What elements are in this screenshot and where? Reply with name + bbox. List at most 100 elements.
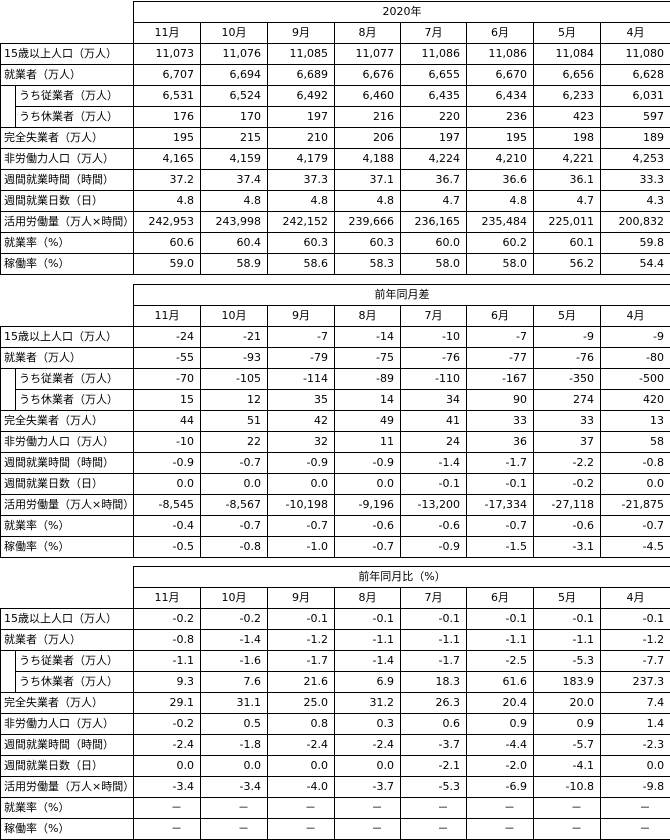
value-cell: -2.4 (334, 734, 401, 756)
table-row: 非労働力人口（万人） 4,165 4,159 4,179 4,188 4,224 4,210… (0, 148, 670, 170)
value-cell: 176 (133, 106, 201, 128)
value-cell: -0.2 (200, 608, 268, 630)
value-cell: -70 (133, 368, 201, 390)
value-cell: -0.9 (400, 536, 467, 558)
value-cell: -0.7 (267, 515, 335, 537)
table-row: 完全失業者（万人） 44 51 42 49 41 33 33 13 (0, 410, 670, 432)
table-row: 就業率（%） -0.4 -0.7 -0.7 -0.6 -0.6 -0.7 -0.6 -0.7 (0, 515, 670, 537)
value-cell: -2.3 (599, 734, 670, 756)
value-cell: 195 (133, 127, 201, 149)
table-row: 稼働率（%） -0.5 -0.8 -1.0 -0.7 -0.9 -1.5 -3.1 -4.5 (0, 536, 670, 558)
value-cell: 34 (400, 389, 467, 411)
value-cell: -55 (133, 347, 201, 369)
month-header: 9月 (267, 305, 335, 327)
value-cell: -76 (533, 347, 601, 369)
value-cell: 11,073 (133, 43, 201, 65)
value-cell: -9.8 (599, 776, 670, 798)
value-cell: -0.2 (533, 473, 601, 495)
month-header: 10月 (200, 22, 268, 44)
value-cell: 58.3 (334, 253, 401, 275)
corner-cell (0, 587, 134, 609)
row-label: 非労働力人口（万人） (0, 713, 134, 735)
value-cell: － (334, 797, 401, 819)
value-cell: 423 (533, 106, 601, 128)
value-cell: － (400, 797, 467, 819)
value-cell: 0.0 (267, 755, 335, 777)
value-cell: -1.4 (200, 629, 268, 651)
value-cell: 11,085 (267, 43, 335, 65)
row-label: 週間就業時間（時間） (0, 169, 134, 191)
value-cell: 18.3 (400, 671, 467, 693)
value-cell: -0.1 (334, 608, 401, 630)
table-row: 活用労働量（万人×時間） -8,545 -8,567 -10,198 -9,196 -13… (0, 494, 670, 516)
value-cell: -0.6 (533, 515, 601, 537)
table-row: 稼働率（%） 59.0 58.9 58.6 58.3 58.0 58.0 56.2 54.4 (0, 253, 670, 275)
value-cell: -0.1 (599, 608, 670, 630)
table-row: 就業者（万人） -55 -93 -79 -75 -76 -77 -76 -80 (0, 347, 670, 369)
value-cell: 0.0 (200, 473, 268, 495)
value-cell: 7.6 (200, 671, 268, 693)
corner-cell (0, 566, 134, 588)
value-cell: -1.5 (466, 536, 534, 558)
value-cell: -4.5 (600, 536, 670, 558)
value-cell: -1.7 (466, 452, 534, 474)
value-cell: 12 (200, 389, 268, 411)
value-cell: -2.1 (400, 755, 467, 777)
value-cell: － (200, 818, 268, 840)
value-cell: 11,086 (400, 43, 467, 65)
value-cell: 274 (533, 389, 601, 411)
value-cell: -1.2 (599, 629, 670, 651)
section-title: 2020年 (133, 1, 670, 23)
value-cell: 6,531 (133, 85, 201, 107)
value-cell: 59.8 (600, 232, 670, 254)
value-cell: 4.8 (200, 190, 268, 212)
row-label: 非労働力人口（万人） (0, 148, 134, 170)
section-title-row: 2020年 (0, 1, 670, 23)
value-cell: 51 (200, 410, 268, 432)
value-cell: -17,334 (466, 494, 534, 516)
value-cell: 11,084 (533, 43, 601, 65)
month-header: 6月 (466, 587, 534, 609)
value-cell: 58.9 (200, 253, 268, 275)
value-cell: 4,221 (533, 148, 601, 170)
value-cell: 6,031 (600, 85, 670, 107)
month-header: 4月 (600, 22, 670, 44)
value-cell: 21.6 (267, 671, 335, 693)
value-cell: 200,832 (600, 211, 670, 233)
table-row: 活用労働量（万人×時間） -3.4 -3.4 -4.0 -3.7 -5.3 -6.9 -10.… (0, 776, 670, 798)
value-cell: － (533, 818, 601, 840)
value-cell: -0.1 (267, 608, 335, 630)
value-cell: 0.0 (600, 473, 670, 495)
value-cell: -110 (400, 368, 467, 390)
value-cell: － (466, 818, 534, 840)
value-cell: 4.8 (267, 190, 335, 212)
value-cell: -2.0 (466, 755, 534, 777)
value-cell: 216 (334, 106, 401, 128)
value-cell: 4.8 (133, 190, 201, 212)
value-cell: 4.8 (334, 190, 401, 212)
value-cell: -76 (400, 347, 467, 369)
value-cell: 0.0 (200, 755, 268, 777)
month-header: 8月 (334, 587, 401, 609)
value-cell: 6,460 (334, 85, 401, 107)
table-row: 就業者（万人） -0.8 -1.4 -1.2 -1.1 -1.1 -1.1 -1.1 -1.2 (0, 629, 670, 651)
row-label: 活用労働量（万人×時間） (0, 211, 134, 233)
value-cell: 0.0 (599, 755, 670, 777)
value-cell: 6,694 (200, 64, 268, 86)
value-cell: 36.1 (533, 169, 601, 191)
table-row: うち休業者（万人） 9.3 7.6 21.6 6.9 18.3 61.6 183.9 237.3 (0, 671, 670, 693)
value-cell: 6.9 (334, 671, 401, 693)
table-row: うち従業者（万人） -70 -105 -114 -89 -110 -167 -350 -500 (0, 368, 670, 390)
value-cell: 197 (400, 127, 467, 149)
value-cell: 236,165 (400, 211, 467, 233)
row-label: 完全失業者（万人） (0, 692, 134, 714)
value-cell: 6,233 (533, 85, 601, 107)
value-cell: -4.4 (466, 734, 534, 756)
value-cell: 58.6 (267, 253, 335, 275)
value-cell: 41 (400, 410, 467, 432)
value-cell: -13,200 (400, 494, 467, 516)
value-cell: -6.9 (466, 776, 534, 798)
value-cell: 6,670 (466, 64, 534, 86)
row-label: 週間就業日数（日） (0, 190, 134, 212)
table-row: 稼働率（%）－－－－－－－－ (0, 818, 670, 840)
